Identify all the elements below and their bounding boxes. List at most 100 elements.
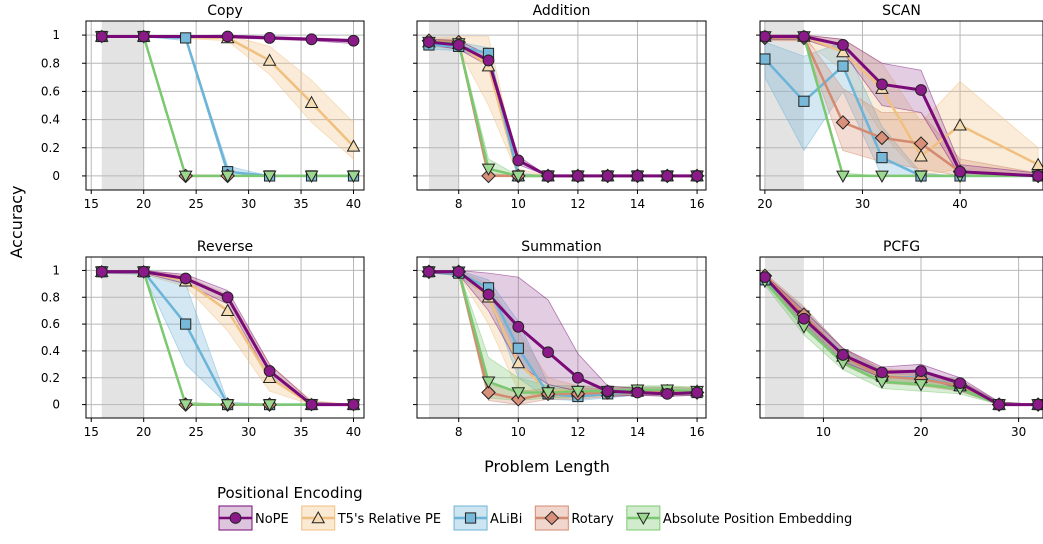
point-nope	[571, 371, 584, 384]
legend-item-nope: NoPE	[218, 505, 289, 531]
x-tick-label: 15	[84, 425, 99, 439]
axes-frame	[759, 256, 1043, 419]
axes-frame	[416, 20, 707, 191]
subplot-addition: 8 10 12 14 16 Addition	[413, 3, 707, 211]
line-nope	[101, 34, 354, 43]
legend-marker	[464, 512, 477, 524]
x-tick-label: 16	[689, 197, 704, 211]
point-absolute-position-embedding	[511, 170, 526, 183]
subplot-scan: 20 30 40 SCAN	[756, 3, 1043, 211]
x-tick-label: 25	[189, 197, 204, 211]
point-nope	[542, 170, 554, 182]
y-tick-label: 0.4	[41, 113, 60, 127]
point-nope	[482, 54, 495, 67]
x-axis-label: Problem Length	[484, 457, 610, 476]
y-tick-label: 1	[52, 263, 60, 277]
y-tick-label: 0.2	[41, 141, 60, 155]
point-nope	[760, 271, 771, 284]
gridlines	[417, 257, 706, 418]
point-alibi	[180, 32, 192, 44]
point-nope	[179, 272, 192, 285]
legend-label: ALiBi	[490, 512, 522, 527]
series-layer	[421, 33, 705, 184]
x-tick-label: 30	[241, 197, 256, 211]
legend-label: T5's Relative PE	[337, 512, 441, 527]
x-tick-label: 10	[816, 425, 831, 439]
point-nope	[691, 386, 703, 399]
x-tick-label: 30	[1011, 425, 1026, 439]
point-nope	[305, 398, 318, 411]
subplot-title: Reverse	[197, 239, 253, 255]
subplot-summation: 8 10 12 14 16 Summation	[413, 239, 707, 439]
x-tick-label: 40	[346, 197, 361, 211]
x-tick-label: 14	[630, 197, 645, 211]
axes-frame	[85, 256, 365, 419]
point-nope	[915, 365, 927, 377]
point-nope	[915, 84, 927, 96]
point-absolute-position-embedding	[836, 170, 850, 183]
point-rotary	[913, 136, 929, 151]
line-absolute-position-embedding	[428, 270, 698, 394]
x-tick-label: 12	[570, 197, 585, 211]
point-t5-s-relative-pe	[836, 44, 850, 58]
point-nope	[305, 33, 318, 46]
legend-item-absolute-position-embedding: Absolute Position Embedding	[626, 505, 852, 531]
subplot-pcfg: 10 20 30 PCFG	[756, 239, 1043, 439]
legend-marker	[544, 510, 560, 526]
point-absolute-position-embedding	[262, 170, 277, 183]
subplot-reverse: 15 20 25 30 35 40 0 0.2 0.4 0.6 0.8 1 Reverse	[41, 239, 365, 439]
train-range-shading	[101, 257, 144, 418]
point-nope	[423, 36, 435, 49]
point-alibi	[512, 342, 524, 354]
x-tick-label: 20	[757, 197, 772, 211]
series-layer	[760, 29, 1043, 184]
x-tick-label: 16	[689, 425, 704, 439]
y-tick-label: 0	[52, 169, 60, 183]
point-nope	[798, 312, 810, 325]
y-tick-label: 0	[52, 398, 60, 412]
subplot-title: Copy	[207, 3, 243, 19]
x-tick-label: 20	[136, 197, 151, 211]
point-nope	[263, 365, 276, 377]
point-nope	[512, 320, 525, 333]
gridlines	[86, 257, 364, 418]
point-absolute-position-embedding	[571, 385, 585, 399]
point-absolute-position-embedding	[220, 170, 235, 183]
point-nope	[95, 265, 108, 278]
point-nope	[221, 30, 234, 43]
legend-label: Absolute Position Embedding	[663, 512, 852, 527]
point-rotary	[481, 168, 496, 184]
x-tick-label: 12	[570, 425, 585, 439]
point-nope	[954, 377, 966, 390]
train-range-shading	[101, 21, 144, 190]
gridlines	[760, 21, 1043, 190]
point-rotary	[874, 130, 890, 146]
point-t5-s-relative-pe	[304, 95, 319, 108]
x-tick-label: 40	[952, 197, 967, 211]
point-nope	[798, 30, 810, 43]
point-absolute-position-embedding	[304, 170, 319, 183]
legend-title: Positional Encoding	[217, 484, 363, 502]
line-nope	[428, 40, 698, 178]
point-absolute-position-embedding	[541, 387, 555, 400]
point-nope	[993, 398, 1005, 411]
x-tick-label: 35	[293, 425, 308, 439]
subplot-title: PCFG	[883, 239, 920, 255]
point-nope	[512, 154, 525, 167]
point-nope	[347, 34, 360, 47]
point-nope	[691, 170, 703, 182]
x-tick-label: 15	[84, 197, 99, 211]
y-tick-label: 0.8	[41, 290, 60, 304]
line-rotary	[428, 270, 698, 401]
axes-frame	[85, 20, 365, 191]
y-tick-label: 0.6	[41, 84, 60, 98]
y-tick-label: 1	[52, 28, 60, 42]
y-tick-label: 0.4	[41, 344, 60, 358]
point-t5-s-relative-pe	[262, 370, 277, 384]
point-nope	[137, 265, 150, 278]
axes-frame	[759, 20, 1043, 191]
x-tick-label: 10	[511, 197, 526, 211]
point-absolute-position-embedding	[178, 399, 193, 412]
